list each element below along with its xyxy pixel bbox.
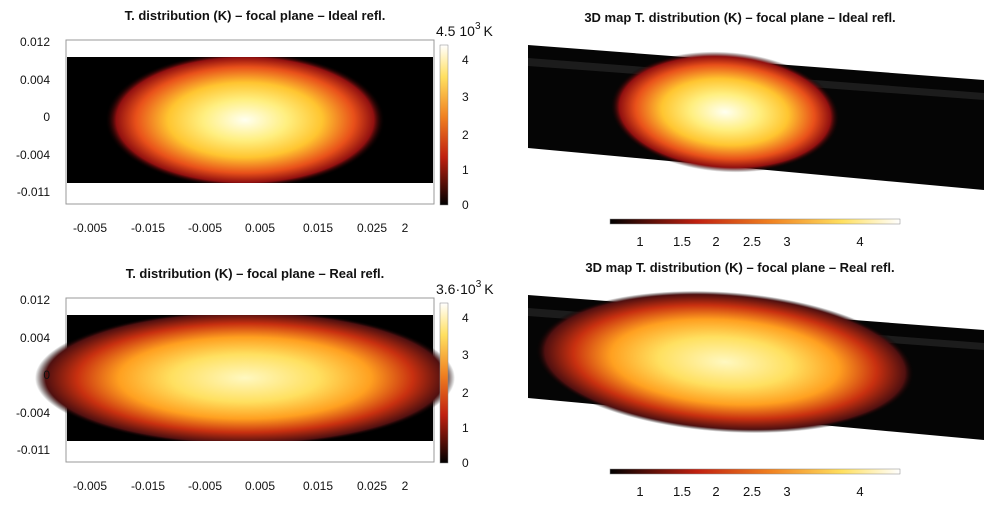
x-tick-label: 0.015 [303,479,333,493]
y-tick-label: 0.004 [20,331,50,345]
x-tick-label: 0.015 [303,221,333,235]
panel-title: T. distribution (K) – focal plane – Idea… [125,8,386,23]
colorbar-tick-label: 3 [462,348,469,362]
colorbar-tick-label: 2 [712,234,719,249]
panel-title: T. distribution (K) – focal plane – Real… [126,266,385,281]
colorbar-tick-label: 4 [856,234,863,249]
y-tick-label: 0.004 [20,73,50,87]
x-tick-label: 0.025 [357,221,387,235]
y-tick-label: -0.004 [16,406,50,420]
colorbar-tick-label: 2 [462,386,469,400]
colorbar-tick-label: 1 [462,421,469,435]
x-tick-label: 0.005 [245,221,275,235]
y-tick-label: 0 [43,368,50,382]
x-tick-label: -0.005 [188,479,222,493]
colorbar [609,218,901,225]
colorbar-tick-label: 4 [462,53,469,67]
y-tick-label: -0.011 [17,443,50,457]
max-unit: K [484,23,494,39]
hot-spot [105,52,385,188]
x-tick-label: 2 [402,221,409,235]
colorbar [439,302,449,464]
colorbar-tick-label: 4 [856,484,863,499]
colorbar-tick-label: 4 [462,311,469,325]
panels: T. distribution (K) – focal plane – Idea… [16,8,984,499]
colorbar-tick-label: 1 [462,163,469,177]
colorbar-tick-label: 1 [636,484,643,499]
y-tick-label: 0 [43,110,50,124]
x-tick-label: -0.005 [188,221,222,235]
x-tick-label: -0.015 [131,221,165,235]
colorbar-tick-label: 3 [783,234,790,249]
colorbar-max-label: 4.5 103 K [436,21,494,39]
max-base: 4.5 10 [436,23,475,39]
y-tick-label: 0.012 [20,293,50,307]
y-tick-label: -0.004 [16,148,50,162]
colorbar-tick-label: 2 [462,128,469,142]
hot-spot [35,310,455,446]
plot-mask [67,441,433,461]
x-tick-label: -0.015 [131,479,165,493]
panel-title: 3D map T. distribution (K) – focal plane… [585,260,894,275]
colorbar-tick-label: 0 [462,456,469,470]
x-tick-label: 0.025 [357,479,387,493]
x-tick-label: 2 [402,479,409,493]
plot-mask [67,299,433,315]
y-tick-label: 0.012 [20,35,50,49]
colorbar-tick-label: 3 [783,484,790,499]
colorbar-tick-label: 0 [462,198,469,212]
max-exponent: 3 [475,21,481,32]
colorbar-tick-label: 1.5 [673,234,691,249]
colorbar-tick-label: 2.5 [743,234,761,249]
x-tick-label: 0.005 [245,479,275,493]
panel-title: 3D map T. distribution (K) – focal plane… [584,10,895,25]
colorbar-max-label: 3.6·103 K [436,279,494,297]
hot-spot [535,290,915,434]
plot-mask [67,183,433,203]
x-tick-label: -0.005 [73,221,107,235]
colorbar [609,468,901,475]
colorbar-tick-label: 1.5 [673,484,691,499]
colorbar-tick-label: 1 [636,234,643,249]
max-unit: K [484,281,494,297]
max-exponent: 3 [476,279,482,290]
colorbar-tick-label: 2 [712,484,719,499]
hot-spot [610,51,840,173]
max-base: 3.6·10 [436,281,476,297]
plot-mask [67,41,433,57]
colorbar [439,44,449,206]
colorbar-tick-label: 2.5 [743,484,761,499]
colorbar-tick-label: 3 [462,90,469,104]
y-tick-label: -0.011 [17,185,50,199]
x-tick-label: -0.005 [73,479,107,493]
